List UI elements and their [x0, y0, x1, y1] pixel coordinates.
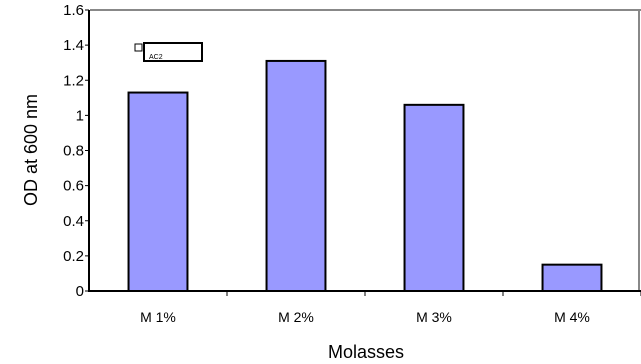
y-tick-label: 0: [76, 283, 84, 300]
bars: [127, 59, 603, 293]
legend-box: [143, 42, 203, 62]
y-tick-label: 0.2: [63, 248, 84, 265]
y-tick-label: 1.4: [63, 37, 84, 54]
legend: AC2: [134, 42, 203, 62]
y-tick-label: 0.6: [63, 178, 84, 195]
bar: [403, 103, 465, 293]
legend-swatch: [134, 43, 143, 52]
y-tick-label: 1.6: [63, 2, 84, 19]
x-category-label: M 2%: [278, 309, 314, 325]
y-tick-label: 1: [76, 107, 84, 124]
x-category-label: M 4%: [554, 309, 590, 325]
bar: [541, 263, 603, 292]
y-tick-label: 0.8: [63, 143, 84, 160]
y-tick-label: 1.2: [63, 72, 84, 89]
x-axis-category-labels: M 1% M 2% M 3% M 4%: [140, 309, 590, 325]
x-category-label: M 1%: [140, 309, 176, 325]
y-axis-ticks: 0 0.2 0.4 0.6 0.8 1 1.2 1.4 1.6: [63, 2, 89, 300]
bar: [265, 59, 327, 293]
legend-label: AC2: [149, 54, 163, 61]
x-category-label: M 3%: [416, 309, 452, 325]
x-axis-title: Molasses: [328, 342, 404, 362]
bar: [127, 91, 189, 292]
y-axis-title: OD at 600 nm: [21, 94, 41, 206]
y-tick-label: 0.4: [63, 213, 84, 230]
